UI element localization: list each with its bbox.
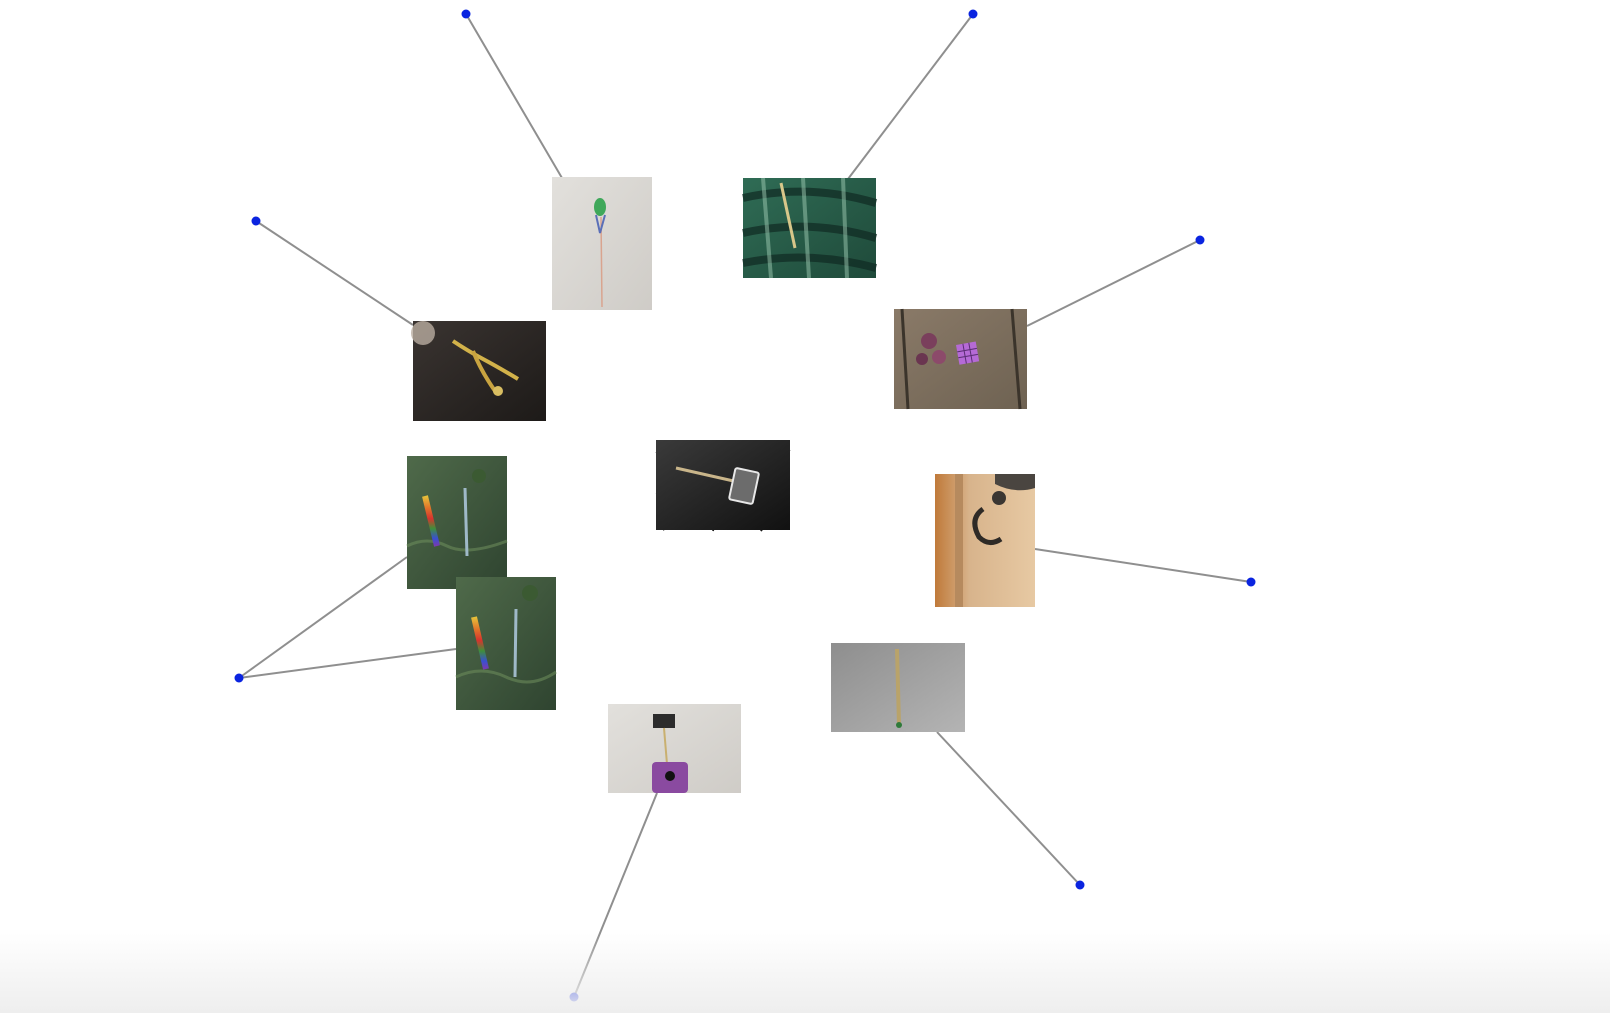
edge-t5-h5 [573,792,658,998]
thumbnail-t2[interactable] [894,308,1027,410]
edge-t1-h1 [847,13,974,180]
handle-dot-h5[interactable] [569,992,579,1002]
handle-dot-h2[interactable] [1195,235,1205,245]
edge-t0-h0 [465,13,563,179]
center-node-image[interactable] [656,440,790,530]
edge-t7-h6 [238,648,457,679]
thumbnail-t6[interactable] [406,456,508,589]
thumbnail-t7[interactable] [455,577,557,710]
thumbnail-t8[interactable] [411,321,546,421]
edge-t4-h4 [936,731,1081,886]
handle-dot-h4[interactable] [1075,880,1085,890]
thumbnail-t5[interactable] [608,704,741,793]
edge-t8-h7 [255,220,414,326]
handle-dot-h3[interactable] [1246,577,1256,587]
handle-dot-h1[interactable] [968,9,978,19]
thumbnail-t0[interactable] [552,177,652,310]
edge-t6-h6 [238,556,408,679]
thumbnail-t3[interactable] [935,474,1035,607]
edge-t2-h2 [1026,239,1201,327]
thumbnail-t1[interactable] [742,177,878,279]
handle-dot-h0[interactable] [461,9,471,19]
handle-dot-h6[interactable] [234,673,244,683]
thumbnail-t4[interactable] [831,643,965,732]
handle-dot-h7[interactable] [251,216,261,226]
edge-t3-h3 [1034,548,1252,583]
